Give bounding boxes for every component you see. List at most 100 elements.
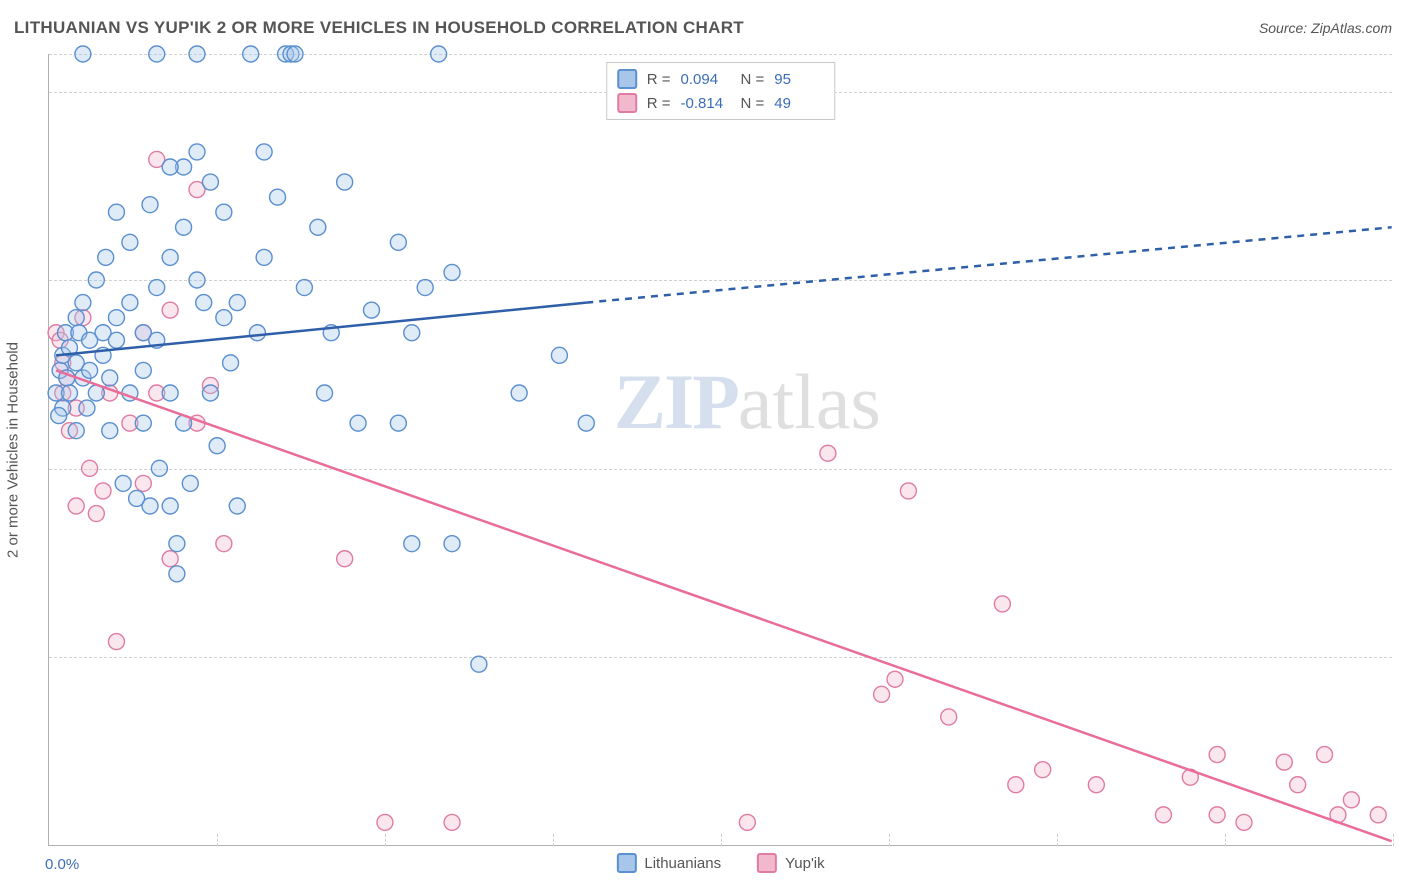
trend-line	[56, 370, 1392, 841]
r-label: R =	[647, 71, 671, 88]
scatter-point	[229, 498, 245, 514]
scatter-point	[1236, 814, 1252, 830]
scatter-point	[189, 272, 205, 288]
scatter-point	[1290, 777, 1306, 793]
n-value-yupik: 49	[774, 95, 824, 112]
scatter-point	[256, 144, 272, 160]
scatter-point	[115, 475, 131, 491]
scatter-point	[887, 671, 903, 687]
chart-source: Source: ZipAtlas.com	[1259, 20, 1392, 36]
legend-item-yupik: Yup'ik	[757, 853, 825, 873]
scatter-point	[202, 385, 218, 401]
scatter-point	[151, 460, 167, 476]
y-tick-label: 50.0%	[1402, 460, 1406, 477]
scatter-point	[79, 400, 95, 416]
scatter-point	[216, 310, 232, 326]
scatter-point	[1008, 777, 1024, 793]
scatter-point	[135, 475, 151, 491]
scatter-point	[256, 249, 272, 265]
scatter-point	[390, 234, 406, 250]
scatter-point	[1035, 762, 1051, 778]
scatter-point	[364, 302, 380, 318]
scatter-point	[51, 408, 67, 424]
scatter-point	[216, 204, 232, 220]
swatch-lithuanians	[616, 853, 636, 873]
scatter-point	[941, 709, 957, 725]
n-label: N =	[741, 95, 765, 112]
scatter-point	[75, 46, 91, 62]
scatter-point	[270, 189, 286, 205]
y-tick-label: 25.0%	[1402, 649, 1406, 666]
y-tick-label: 100.0%	[1402, 83, 1406, 100]
scatter-point	[108, 310, 124, 326]
scatter-point	[296, 280, 312, 296]
scatter-point	[229, 295, 245, 311]
r-value-lithuanians: 0.094	[681, 71, 731, 88]
scatter-point	[337, 174, 353, 190]
scatter-point	[444, 814, 460, 830]
scatter-point	[287, 46, 303, 62]
scatter-point	[88, 506, 104, 522]
scatter-point	[994, 596, 1010, 612]
scatter-point	[1155, 807, 1171, 823]
r-label: R =	[647, 95, 671, 112]
scatter-point	[182, 475, 198, 491]
scatter-point	[122, 295, 138, 311]
r-value-yupik: -0.814	[681, 95, 731, 112]
scatter-point	[390, 415, 406, 431]
trend-line	[586, 227, 1391, 302]
scatter-point	[431, 46, 447, 62]
scatter-point	[162, 498, 178, 514]
x-tick-min: 0.0%	[45, 856, 79, 873]
scatter-point	[202, 174, 218, 190]
scatter-point	[108, 332, 124, 348]
scatter-point	[169, 536, 185, 552]
legend-series: Lithuanians Yup'ik	[616, 853, 824, 873]
scatter-point	[162, 551, 178, 567]
scatter-point	[578, 415, 594, 431]
scatter-point	[471, 656, 487, 672]
scatter-point	[162, 159, 178, 175]
scatter-point	[243, 46, 259, 62]
scatter-point	[1343, 792, 1359, 808]
scatter-point	[350, 415, 366, 431]
legend-row-yupik: R = -0.814 N = 49	[617, 91, 825, 115]
scatter-point	[317, 385, 333, 401]
legend-label-lithuanians: Lithuanians	[644, 855, 721, 872]
chart-title: LITHUANIAN VS YUP'IK 2 OR MORE VEHICLES …	[14, 18, 744, 38]
scatter-point	[108, 204, 124, 220]
scatter-point	[189, 46, 205, 62]
legend-label-yupik: Yup'ik	[785, 855, 825, 872]
legend-correlation-box: R = 0.094 N = 95 R = -0.814 N = 49	[606, 62, 836, 120]
scatter-point	[149, 280, 165, 296]
scatter-point	[1370, 807, 1386, 823]
scatter-point	[162, 249, 178, 265]
scatter-point	[404, 325, 420, 341]
n-value-lithuanians: 95	[774, 71, 824, 88]
scatter-point	[102, 423, 118, 439]
scatter-point	[68, 310, 84, 326]
n-label: N =	[741, 71, 765, 88]
scatter-point	[68, 423, 84, 439]
scatter-point	[377, 814, 393, 830]
scatter-point	[142, 498, 158, 514]
scatter-point	[739, 814, 755, 830]
scatter-point	[444, 264, 460, 280]
chart-plot-area: 2 or more Vehicles in Household ZIPatlas…	[48, 54, 1392, 846]
scatter-point	[310, 219, 326, 235]
scatter-point	[209, 438, 225, 454]
scatter-point	[95, 483, 111, 499]
chart-header: LITHUANIAN VS YUP'IK 2 OR MORE VEHICLES …	[14, 18, 1392, 38]
scatter-point	[249, 325, 265, 341]
scatter-point	[511, 385, 527, 401]
scatter-point	[189, 144, 205, 160]
scatter-point	[404, 536, 420, 552]
scatter-point	[162, 385, 178, 401]
scatter-point	[417, 280, 433, 296]
scatter-point	[900, 483, 916, 499]
scatter-point	[108, 634, 124, 650]
y-tick-label: 75.0%	[1402, 272, 1406, 289]
scatter-point	[1088, 777, 1104, 793]
scatter-point	[444, 536, 460, 552]
scatter-point	[1209, 747, 1225, 763]
